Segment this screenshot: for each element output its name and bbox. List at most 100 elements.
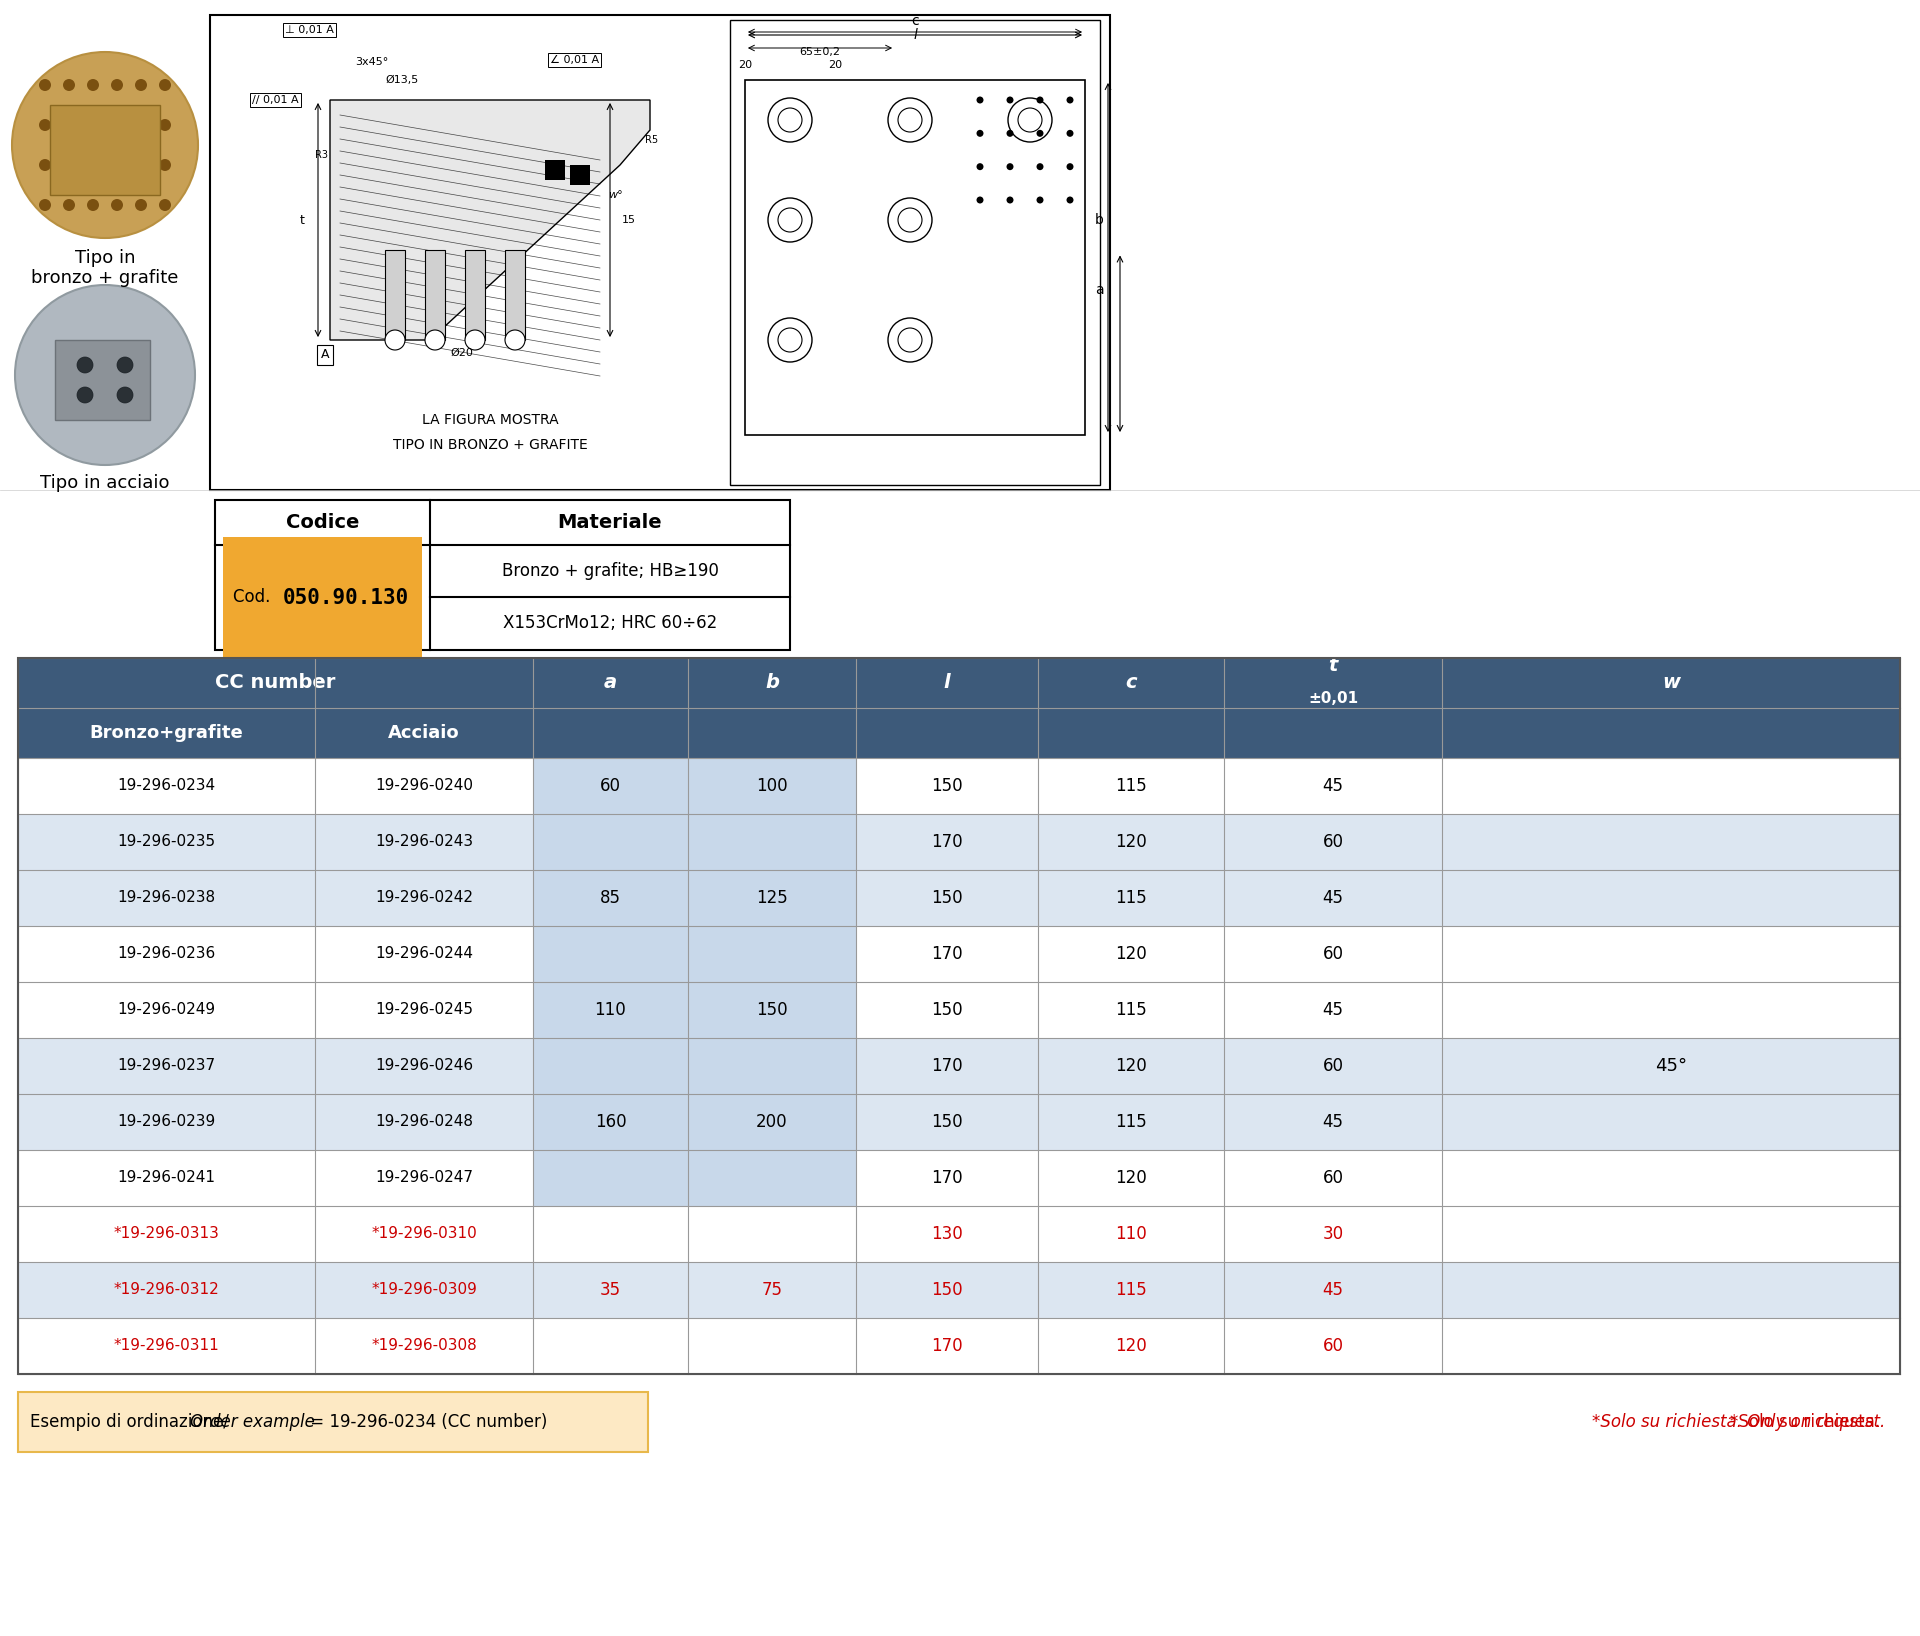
Text: 150: 150: [931, 777, 962, 795]
Bar: [50, 105, 159, 195]
Text: 130: 130: [931, 1225, 962, 1243]
Circle shape: [1066, 164, 1073, 170]
Text: 45°: 45°: [1655, 1057, 1688, 1075]
Text: 125: 125: [756, 888, 787, 906]
Circle shape: [86, 200, 100, 211]
Bar: [17, 708, 1901, 757]
Text: 3x45°: 3x45°: [355, 57, 388, 67]
Text: t: t: [300, 214, 305, 226]
Text: *Solo su richiesta. Only on request.: *Solo su richiesta. Only on request.: [1592, 1414, 1885, 1432]
Bar: [17, 658, 1901, 708]
Text: 19-296-0234: 19-296-0234: [117, 779, 215, 793]
Circle shape: [505, 330, 524, 350]
Circle shape: [12, 52, 198, 237]
Text: 19-296-0245: 19-296-0245: [374, 1003, 472, 1018]
Text: 65±0,2: 65±0,2: [799, 47, 841, 57]
Circle shape: [1037, 196, 1043, 203]
Bar: [545, 160, 564, 180]
Circle shape: [977, 164, 983, 170]
Text: *19-296-0310: *19-296-0310: [371, 1227, 476, 1242]
Text: 35: 35: [599, 1281, 620, 1299]
Text: Order example: Order example: [190, 1414, 315, 1432]
Text: Tipo in acciaio: Tipo in acciaio: [40, 474, 169, 492]
Text: 150: 150: [931, 1112, 962, 1130]
Text: 20: 20: [828, 61, 843, 70]
Text: 19-296-0242: 19-296-0242: [374, 890, 472, 905]
Text: 45: 45: [1323, 777, 1344, 795]
Circle shape: [768, 198, 812, 242]
Text: l: l: [914, 28, 918, 43]
Text: 170: 170: [931, 1057, 962, 1075]
Text: Materiale: Materiale: [557, 514, 662, 532]
Circle shape: [159, 79, 171, 92]
Circle shape: [977, 196, 983, 203]
Text: Bronzo + grafite; HB≥190: Bronzo + grafite; HB≥190: [501, 563, 718, 581]
Bar: [17, 1150, 1901, 1206]
Text: A: A: [321, 348, 328, 362]
Circle shape: [111, 119, 123, 131]
Bar: [730, 20, 1100, 484]
Text: 19-296-0238: 19-296-0238: [117, 890, 215, 905]
Bar: [17, 1206, 1901, 1261]
Circle shape: [1006, 97, 1014, 103]
Text: 85: 85: [599, 888, 620, 906]
Circle shape: [15, 285, 196, 465]
Bar: [534, 870, 856, 982]
Text: *19-296-0312: *19-296-0312: [113, 1283, 219, 1297]
Circle shape: [768, 98, 812, 142]
Circle shape: [117, 357, 132, 373]
Text: 110: 110: [1116, 1225, 1146, 1243]
Text: bronzo + grafite: bronzo + grafite: [31, 268, 179, 286]
Text: a: a: [1094, 283, 1104, 298]
Circle shape: [899, 327, 922, 352]
Bar: [745, 80, 1085, 435]
Text: 19-296-0246: 19-296-0246: [374, 1058, 472, 1073]
Text: 19-296-0241: 19-296-0241: [117, 1170, 215, 1186]
Text: ∠ 0,01 A: ∠ 0,01 A: [549, 56, 599, 65]
Text: 60: 60: [1323, 833, 1344, 851]
Text: = 19-296-0234 (CC number): = 19-296-0234 (CC number): [305, 1414, 547, 1432]
Bar: [17, 1037, 1901, 1094]
Text: 19-296-0235: 19-296-0235: [117, 834, 215, 849]
Text: 150: 150: [931, 1001, 962, 1019]
Bar: [424, 250, 445, 340]
Text: 20: 20: [737, 61, 753, 70]
Text: 110: 110: [595, 1001, 626, 1019]
Text: 60: 60: [1323, 1337, 1344, 1355]
Bar: [17, 870, 1901, 926]
Circle shape: [977, 129, 983, 137]
Bar: [386, 250, 405, 340]
Circle shape: [77, 388, 92, 402]
Text: Ø13,5: Ø13,5: [386, 75, 419, 85]
Text: CC number: CC number: [215, 674, 336, 692]
Bar: [17, 1094, 1901, 1150]
Text: 60: 60: [1323, 1057, 1344, 1075]
Circle shape: [159, 119, 171, 131]
Circle shape: [63, 119, 75, 131]
Text: X153CrMo12; HRC 60÷62: X153CrMo12; HRC 60÷62: [503, 615, 718, 633]
Text: t: t: [1329, 656, 1338, 676]
Bar: [17, 1319, 1901, 1374]
Bar: [223, 537, 422, 658]
Text: c: c: [912, 15, 920, 28]
Text: 115: 115: [1116, 888, 1146, 906]
Text: Esempio di ordinazione/: Esempio di ordinazione/: [31, 1414, 228, 1432]
Circle shape: [1066, 129, 1073, 137]
Circle shape: [1008, 98, 1052, 142]
Text: 170: 170: [931, 833, 962, 851]
Text: *19-296-0313: *19-296-0313: [113, 1227, 219, 1242]
Text: 75: 75: [762, 1281, 783, 1299]
Text: 19-296-0247: 19-296-0247: [374, 1170, 472, 1186]
Text: Codice: Codice: [286, 514, 359, 532]
Text: 115: 115: [1116, 1001, 1146, 1019]
Circle shape: [63, 79, 75, 92]
Circle shape: [63, 200, 75, 211]
Circle shape: [134, 200, 148, 211]
Text: 150: 150: [756, 1001, 787, 1019]
Circle shape: [134, 159, 148, 172]
Circle shape: [111, 200, 123, 211]
Text: Bronzo+grafite: Bronzo+grafite: [90, 725, 244, 743]
Text: 45: 45: [1323, 888, 1344, 906]
Circle shape: [38, 79, 52, 92]
Bar: [17, 1392, 649, 1453]
